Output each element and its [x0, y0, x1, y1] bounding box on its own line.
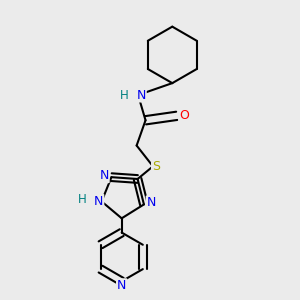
Text: N: N [94, 195, 103, 208]
Text: N: N [136, 88, 146, 101]
Text: N: N [147, 196, 156, 209]
Text: N: N [99, 169, 109, 182]
Text: N: N [117, 279, 126, 292]
Text: H: H [120, 88, 129, 101]
Text: O: O [179, 109, 189, 122]
Text: S: S [152, 160, 160, 173]
Text: H: H [78, 194, 87, 206]
